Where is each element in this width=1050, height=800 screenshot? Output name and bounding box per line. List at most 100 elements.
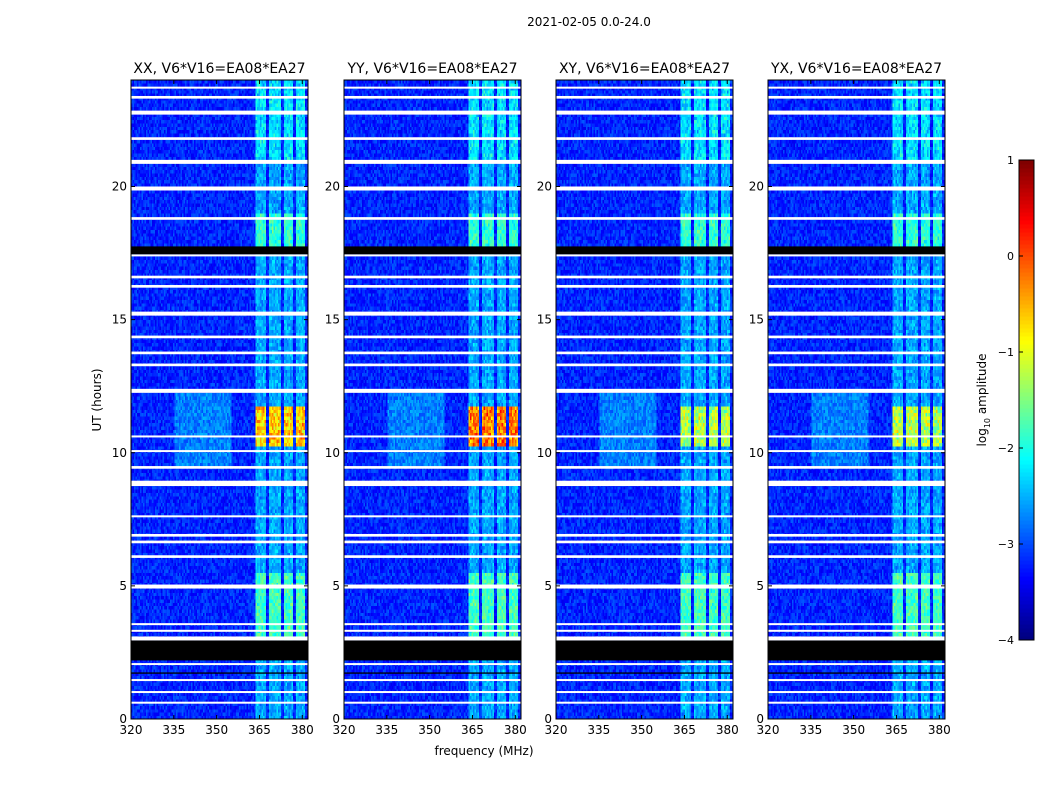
colorbar-segment [1019, 220, 1034, 225]
gap-band [768, 111, 945, 115]
colorbar-segment [1019, 600, 1034, 605]
gap-band [768, 254, 945, 256]
gap-band [768, 364, 945, 367]
gap-band [131, 663, 308, 665]
x-tick-label: 365 [461, 723, 484, 737]
colorbar-segment [1019, 480, 1034, 485]
colorbar-segment [1019, 532, 1034, 537]
gap-band [768, 96, 945, 99]
y-tick-label: 15 [537, 313, 552, 327]
panel-title: YY, V6*V16=EA08*EA27 [346, 61, 517, 77]
gap-band [768, 663, 945, 665]
colorbar-segment [1019, 324, 1034, 329]
gap-band [344, 663, 521, 665]
gap-band [556, 160, 733, 164]
colorbar-segment [1019, 564, 1034, 569]
colorbar-segment [1019, 200, 1034, 205]
y-tick-label: 15 [325, 313, 340, 327]
gap-band [131, 623, 308, 625]
gap-band [556, 691, 733, 693]
colorbar-segment [1019, 428, 1034, 433]
y-tick-label: 5 [756, 579, 764, 593]
gap-band [344, 623, 521, 625]
colorbar-segment [1019, 232, 1034, 237]
y-tick-label: 20 [537, 180, 552, 194]
colorbar-segment [1019, 272, 1034, 277]
gap-band [768, 702, 945, 704]
colorbar-segment [1019, 392, 1034, 397]
gap-band [556, 352, 733, 355]
colorbar-segment [1019, 616, 1034, 621]
gap-band [131, 691, 308, 693]
colorbar-segment [1019, 576, 1034, 581]
y-tick-label: 15 [112, 313, 127, 327]
colorbar-segment [1019, 436, 1034, 441]
colorbar-segment [1019, 284, 1034, 289]
gap-band [344, 691, 521, 693]
gap-band [556, 276, 733, 279]
colorbar-segment [1019, 312, 1034, 317]
colorbar-segment [1019, 184, 1034, 189]
gap-band [344, 466, 521, 469]
colorbar-segment [1019, 500, 1034, 505]
colorbar-segment [1019, 572, 1034, 577]
colorbar-segment [1019, 212, 1034, 217]
figure: 2021-02-05 0.0-24.0 XX, V6*V16=EA08*EA27… [0, 0, 1050, 800]
y-tick-label: 0 [119, 712, 127, 726]
gap-band [131, 312, 308, 316]
gap-band [344, 254, 521, 256]
gap-band [556, 534, 733, 537]
gap-band [344, 450, 521, 452]
colorbar-segment [1019, 240, 1034, 245]
panel-title: XX, V6*V16=EA08*EA27 [133, 61, 305, 77]
gap-band [344, 276, 521, 279]
colorbar-segment [1019, 376, 1034, 381]
gap-band [556, 435, 733, 437]
gap-band [768, 623, 945, 625]
gap-band [131, 96, 308, 99]
gap-band [768, 187, 945, 191]
gap-band [344, 187, 521, 191]
gap-band [344, 679, 521, 681]
colorbar-segment [1019, 448, 1034, 453]
gap-band [768, 679, 945, 681]
colorbar-segment [1019, 160, 1034, 165]
gap-band [556, 285, 733, 288]
gap-band [344, 111, 521, 115]
figure-title: 2021-02-05 0.0-24.0 [527, 15, 651, 29]
gap-band [768, 285, 945, 288]
gap-band [131, 217, 308, 220]
colorbar-segment [1019, 304, 1034, 309]
gap-band [768, 389, 945, 393]
y-tick-label: 5 [119, 579, 127, 593]
colorbar-segment [1019, 192, 1034, 197]
gap-band [344, 702, 521, 704]
gap-band [131, 364, 308, 367]
colorbar-segment [1019, 556, 1034, 561]
y-tick-label: 0 [332, 712, 340, 726]
colorbar-segment [1019, 472, 1034, 477]
colorbar-segment [1019, 484, 1034, 489]
y-tick-label: 10 [749, 446, 764, 460]
colorbar-segment [1019, 496, 1034, 501]
y-tick-label: 10 [325, 446, 340, 460]
gap-band [556, 450, 733, 452]
gap-band [768, 352, 945, 355]
colorbar-segment [1019, 492, 1034, 497]
gap-band [344, 364, 521, 367]
gap-band [131, 702, 308, 704]
colorbar-segment [1019, 256, 1034, 261]
colorbar-segment [1019, 596, 1034, 601]
colorbar-segment [1019, 580, 1034, 585]
flagged-band [344, 640, 521, 660]
gap-band [556, 312, 733, 316]
colorbar-segment [1019, 452, 1034, 457]
x-tick-label: 380 [716, 723, 739, 737]
flagged-band [556, 246, 733, 254]
gap-band [344, 435, 521, 437]
colorbar-segment [1019, 620, 1034, 625]
gap-band [768, 691, 945, 693]
